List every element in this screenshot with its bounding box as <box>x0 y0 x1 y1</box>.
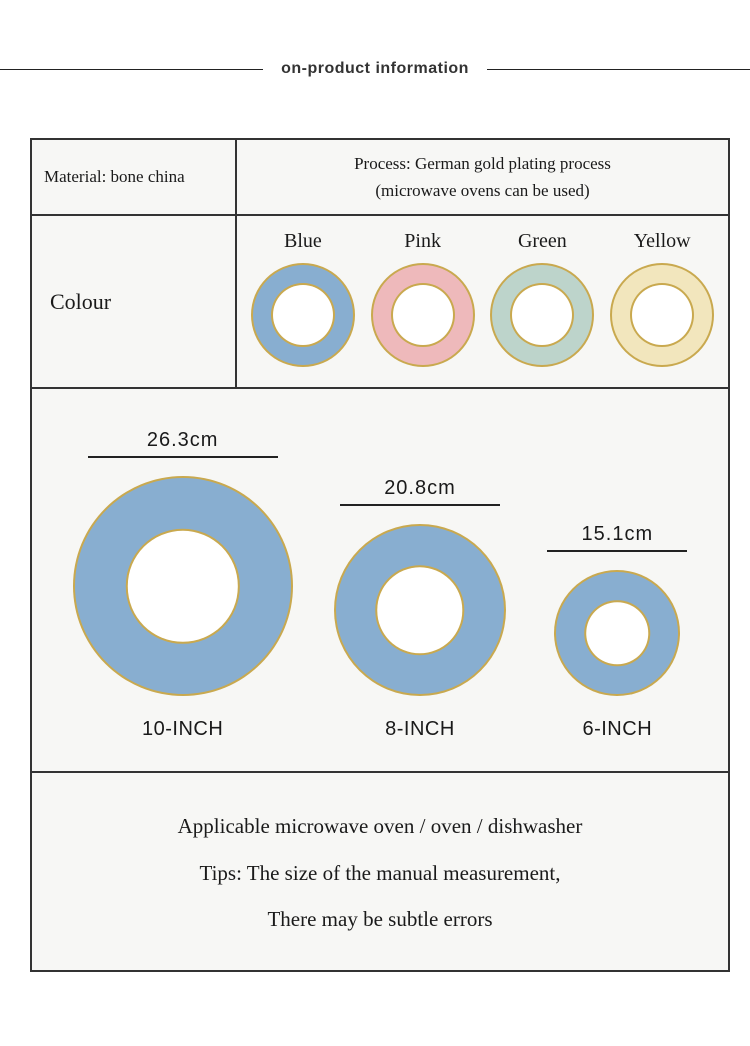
size-column: 15.1cm 6-INCH <box>547 523 687 741</box>
divider-left <box>0 69 263 70</box>
product-info-card: Material: bone china Process: German gol… <box>30 138 730 972</box>
colour-swatch: Yellow <box>610 230 714 367</box>
process-line1: Process: German gold plating process <box>249 150 716 177</box>
inch-label: 8-INCH <box>385 718 455 741</box>
plate-icon <box>554 570 680 696</box>
plate-icon <box>251 263 355 367</box>
size-column: 20.8cm 8-INCH <box>334 477 506 741</box>
colour-label-cell: Colour <box>32 216 237 387</box>
plate-icon <box>371 263 475 367</box>
dimension-line <box>547 550 687 552</box>
plate-icon <box>73 476 293 696</box>
dimension-label: 15.1cm <box>582 523 654 546</box>
notes-row: Applicable microwave oven / oven / dishw… <box>32 773 728 970</box>
plate-icon <box>610 263 714 367</box>
colour-swatches: Blue Pink Green Yellow <box>237 216 728 387</box>
dimension-line <box>88 456 278 458</box>
material-cell: Material: bone china <box>32 140 237 214</box>
colour-swatch: Green <box>490 230 594 367</box>
plate-icon <box>334 524 506 696</box>
dimension-label: 20.8cm <box>384 477 456 500</box>
divider-right <box>487 69 750 70</box>
inch-label: 6-INCH <box>582 718 652 741</box>
dimension-label: 26.3cm <box>147 429 219 452</box>
material-process-row: Material: bone china Process: German gol… <box>32 140 728 216</box>
note-line3: There may be subtle errors <box>52 896 708 942</box>
colour-swatch: Blue <box>251 230 355 367</box>
dimension-line <box>340 504 500 506</box>
process-cell: Process: German gold plating process (mi… <box>237 140 728 214</box>
section-title: on-product information <box>263 60 487 78</box>
process-line2: (microwave ovens can be used) <box>249 177 716 204</box>
colour-label: Blue <box>284 230 322 253</box>
section-title-row: on-product information <box>0 60 750 78</box>
top-image-strip <box>0 0 750 20</box>
plate-icon <box>490 263 594 367</box>
colour-swatch: Pink <box>371 230 475 367</box>
colour-label: Pink <box>404 230 441 253</box>
size-column: 26.3cm 10-INCH <box>73 429 293 741</box>
colour-label: Green <box>518 230 567 253</box>
colour-row: Colour Blue Pink Green Yellow <box>32 216 728 389</box>
inch-label: 10-INCH <box>142 718 223 741</box>
note-line1: Applicable microwave oven / oven / dishw… <box>52 803 708 849</box>
colour-label: Yellow <box>634 230 691 253</box>
size-row: 26.3cm 10-INCH 20.8cm 8-INCH 15.1cm 6-INCH <box>32 389 728 773</box>
note-line2: Tips: The size of the manual measurement… <box>52 850 708 896</box>
